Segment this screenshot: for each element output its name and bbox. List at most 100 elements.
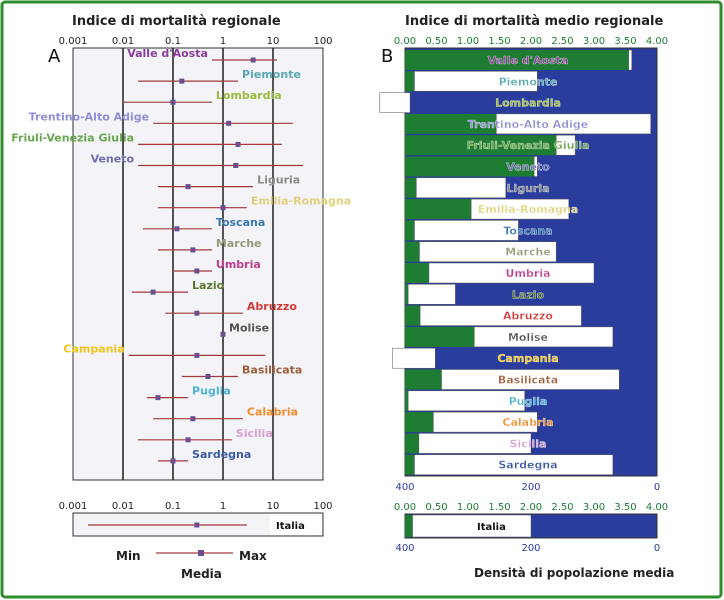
panel-b-bottom-label: Densità di popolazione media [474, 566, 674, 580]
x-tick-label: 0.001 [59, 36, 88, 47]
x-tick-label: 0.001 [59, 501, 88, 512]
density-bar [433, 411, 538, 433]
density-tick-label: 400 [395, 543, 414, 554]
italia-mean-marker [194, 522, 200, 528]
panel-b-italia-top-tick-labels: 0.00 0.50 1.00 1.50 2.00 2.50 3.00 3.50 4.00 [394, 502, 668, 513]
region-label: Valle d'Aosta [488, 54, 569, 67]
region-label: Marche [505, 246, 551, 259]
region-label: Piemonte [242, 68, 301, 81]
density-bar [428, 262, 595, 284]
region-label: Lombardia [495, 97, 561, 110]
mean-marker [185, 437, 191, 443]
mean-marker [170, 99, 176, 105]
mortality-bar [405, 156, 535, 177]
x-tick-label: 1 [220, 501, 226, 512]
region-label: Sicilia [236, 427, 273, 440]
mortality-bar [405, 199, 472, 220]
region-label: Puglia [509, 395, 548, 408]
density-bar [441, 369, 620, 390]
region-label: Valle d'Aosta [127, 47, 208, 60]
region-label: Sicilia [510, 437, 547, 450]
mortality-bar [405, 50, 629, 70]
x-tick-label: 0.01 [112, 501, 134, 512]
mean-marker [194, 268, 200, 274]
region-label: Liguria [506, 182, 549, 195]
panel-b-plot-area [404, 47, 658, 477]
mean-marker [174, 226, 180, 232]
top-tick-label: 2.50 [551, 502, 573, 513]
panel-a: Indice di mortalità regionale A 0.001 0.0… [11, 14, 351, 581]
top-tick-label: 1.50 [488, 502, 510, 513]
mean-marker [220, 331, 226, 337]
region-label: Emilia-Romagna [251, 195, 351, 208]
mean-marker [190, 247, 196, 253]
region-label: Piemonte [499, 75, 558, 88]
mean-marker [205, 374, 211, 379]
region-label: Sardegna [192, 448, 251, 461]
italia-density-bar [412, 514, 532, 538]
density-tick-label: 0 [654, 543, 660, 554]
density-bar [419, 241, 557, 262]
mean-marker [233, 163, 239, 168]
region-label: Calabria [247, 406, 298, 419]
density-bar [628, 49, 633, 71]
top-tick-label: 3.50 [614, 36, 636, 47]
panel-b-top-tick-labels: 0.00 0.50 1.00 1.50 2.00 2.50 3.00 3.50 4.00 [394, 36, 668, 47]
mean-marker [194, 352, 200, 358]
region-label: Basilicata [242, 364, 302, 377]
x-tick-label: 100 [313, 501, 332, 512]
mortality-bar [405, 326, 475, 347]
panel-b-bars: Valle d'Aosta Piemonte Lombardia Trentino-A… [379, 49, 651, 475]
mortality-bar [405, 113, 497, 134]
panel-b-italia-density-tick-labels: 400 200 0 [395, 543, 660, 554]
density-tick-label: 200 [521, 482, 540, 493]
density-bar [407, 390, 525, 412]
panel-a-plot-area [72, 47, 324, 481]
panel-a-title: Indice di mortalità regionale [72, 14, 281, 29]
panel-b-italia-row: Italia [405, 514, 532, 538]
panel-a-italia-row: Italia [88, 514, 322, 535]
density-bar [418, 433, 532, 454]
panel-b: Indice di mortalità medio regionale B 0.… [379, 14, 674, 580]
region-label: Lombardia [216, 89, 282, 102]
density-bar [474, 326, 614, 348]
panel-a-marks: Valle d'Aosta Piemonte Lombardia Trentino-A… [11, 47, 351, 464]
region-label: Campania [63, 342, 124, 355]
panel-b-density-tick-labels: 400 200 0 [395, 482, 660, 493]
legend-mean-label: Media [181, 567, 222, 581]
region-label: Emilia-Romagna [478, 203, 578, 216]
density-tick-label: 200 [521, 543, 540, 554]
density-bar [496, 113, 651, 135]
mean-marker [185, 184, 191, 190]
region-label: Basilicata [498, 374, 558, 387]
italia-label-box [270, 514, 322, 535]
region-label: Puglia [192, 385, 231, 398]
top-tick-label: 1.00 [457, 502, 479, 513]
mortality-bar [405, 220, 415, 241]
top-tick-label: 1.50 [488, 36, 510, 47]
top-tick-label: 1.00 [457, 36, 479, 47]
density-bar [407, 284, 456, 305]
top-tick-label: 0.50 [425, 36, 447, 47]
panel-a-legend: Min Max Media [116, 549, 267, 581]
region-label: Veneto [506, 161, 550, 174]
mean-marker [170, 458, 176, 464]
region-label: Campania [497, 352, 558, 365]
x-tick-label: 0.1 [165, 501, 181, 512]
x-tick-label: 1 [220, 36, 226, 47]
italia-label: Italia [276, 521, 305, 532]
top-tick-label: 4.00 [646, 36, 668, 47]
mortality-bar [405, 433, 419, 454]
legend-mean-marker [198, 550, 204, 556]
region-label: Umbria [506, 267, 551, 280]
region-label: Molise [508, 331, 548, 344]
density-bar [379, 92, 411, 113]
density-bar [470, 198, 570, 220]
region-label: Friuli-Venezia Giulia [467, 139, 590, 152]
region-label: Sardegna [498, 459, 557, 472]
region-label: Abruzzo [247, 300, 297, 313]
density-bar [414, 220, 519, 241]
top-tick-label: 0.00 [394, 36, 416, 47]
mortality-bar [405, 135, 557, 156]
legend-max-label: Max [239, 549, 267, 563]
